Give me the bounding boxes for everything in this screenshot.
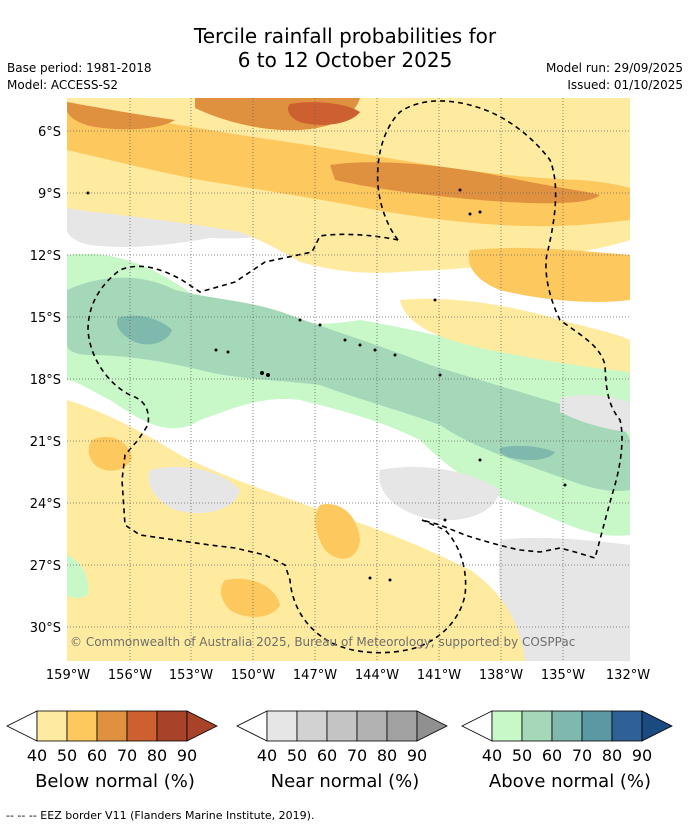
colorbar-tick-label: 90 [177,746,197,765]
colorbar-high-extension [186,710,218,742]
colorbar-tick-label: 40 [482,746,502,765]
rainfall-map: 6°S 9°S 12°S 15°S 18°S 21°S 24°S 27°S 30… [30,98,650,683]
below-normal-region-south-50 [315,504,360,559]
lon-label: 159°W [46,668,90,683]
colorbar-label-below: Below normal (%) [35,771,195,792]
colorbar-segment [611,710,643,742]
colorbar-segment [36,710,68,742]
lon-label: 138°W [479,668,523,683]
colorbar-segment [581,710,613,742]
near-normal-region-lower [379,466,500,521]
lat-label: 24°S [30,497,61,512]
lat-label: 9°S [38,187,61,202]
colorbar-segment [491,710,523,742]
colorbar-segment [356,710,388,742]
lon-label: 132°W [606,668,650,683]
model-run: Model run: 29/09/2025 [545,61,683,75]
model-name: Model: ACCESS-S2 [7,78,119,92]
base-period: Base period: 1981-2018 [7,61,152,75]
title-line-1: Tercile rainfall probabilities for [193,24,497,48]
below-normal-region-south-50b [220,578,280,617]
lon-label: 141°W [417,668,461,683]
colorbar-tick-label: 50 [512,746,532,765]
colorbar-segment [551,710,583,742]
colorbar-segment [386,710,418,742]
colorbar-tick-label: 90 [407,746,427,765]
lat-label: 6°S [38,125,61,140]
colorbar-segment [156,710,188,742]
colorbar-tick-label: 80 [602,746,622,765]
colorbar-tick-label: 80 [377,746,397,765]
colorbar-segment [266,710,298,742]
lon-label: 153°W [169,668,213,683]
colorbar-tick-label: 90 [632,746,652,765]
eez-borders [87,100,623,654]
graticule [67,98,630,661]
colorbar-tick-label: 70 [117,746,137,765]
colorbar-label-above: Above normal (%) [488,771,652,792]
above-normal-60-region [67,277,630,491]
below-normal-region-north-60 [67,102,175,130]
colorbar-tick-label: 60 [317,746,337,765]
colorbar-high-extension [416,710,448,742]
above-normal-70-region-b [499,445,555,460]
lon-label: 135°W [541,668,585,683]
colorbar-tick-label: 70 [572,746,592,765]
colorbar-low-extension [461,710,493,742]
colorbar-segment [521,710,553,742]
colorbar-high-extension [641,710,673,742]
colorbar-label-near: Near normal (%) [270,771,420,792]
lon-label: 156°W [108,668,152,683]
copyright-notice: © Commonwealth of Australia 2025, Bureau… [70,635,575,649]
colorbar-tick-label: 60 [542,746,562,765]
lat-label: 27°S [30,559,61,574]
lat-label: 21°S [30,435,61,450]
lon-label: 147°W [293,668,337,683]
near-normal-region-east [560,395,630,432]
below-normal-region-south [67,400,525,661]
below-normal-region-north-70 [288,102,360,125]
colorbar-tick-label: 60 [87,746,107,765]
colorbar-below-normal: 40 50 60 70 80 90 [6,710,218,765]
colorbar-tick-label: 50 [287,746,307,765]
lon-label: 144°W [355,668,399,683]
above-normal-70-region [116,315,172,345]
title-line-2: 6 to 12 October 2025 [237,48,453,72]
below-normal-region-west-50 [88,436,132,471]
colorbar-tick-label: 50 [57,746,77,765]
colorbar-low-extension [6,710,38,742]
colorbar-segment [326,710,358,742]
near-normal-region-south-centre [148,466,240,514]
colorbar-low-extension [236,710,268,742]
colorbar-segment [296,710,328,742]
eez-legend: -- -- -- EEZ border V11 (Flanders Marine… [6,809,315,822]
below-normal-region-east [468,247,630,302]
colorbar-segment [66,710,98,742]
islands [86,188,567,582]
colorbar-near-normal: 40 50 60 70 80 90 [236,710,448,765]
colorbar-tick-label: 80 [147,746,167,765]
colorbar-segment [96,710,128,742]
issued-date: Issued: 01/10/2025 [567,78,683,92]
lat-label: 30°S [30,621,61,636]
near-normal-region-southeast [498,537,630,661]
colorbar-tick-label: 40 [257,746,277,765]
above-normal-region-southwest-edge [67,555,89,599]
colorbar-segment [126,710,158,742]
lat-label: 15°S [30,311,61,326]
lat-label: 18°S [30,373,61,388]
colorbar-above-normal: 40 50 60 70 80 90 [461,710,673,765]
map-title: Tercile rainfall probabilities for 6 to … [0,24,690,72]
colorbar-tick-label: 40 [27,746,47,765]
lat-label: 12°S [30,249,61,264]
lon-label: 150°W [231,668,275,683]
colorbar-tick-label: 70 [347,746,367,765]
